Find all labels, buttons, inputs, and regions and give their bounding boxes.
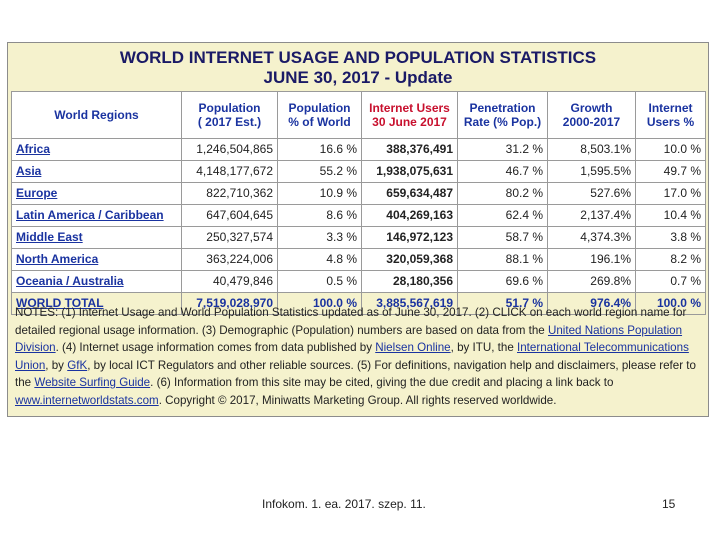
header-penetration: Penetration Rate (% Pop.) [457,91,548,139]
table-row: Middle East 250,327,574 3.3 % 146,972,123 58… [11,226,706,249]
cell-penetration: 51.7 % [457,292,548,315]
cell-population: 822,710,362 [181,182,278,205]
cell-region: North America [11,248,182,271]
cell-penetration: 62.4 % [457,204,548,227]
cell-population-pct: 100.0 % [277,292,362,315]
cell-population: 7,519,028,970 [181,292,278,315]
cell-growth: 1,595.5% [547,160,636,183]
nielsen-online-link[interactable]: Nielsen Online [375,341,451,354]
region-link[interactable]: Oceania / Australia [16,274,124,288]
cell-users-pct: 3.8 % [635,226,706,249]
cell-population: 647,604,645 [181,204,278,227]
cell-users-pct: 10.0 % [635,138,706,161]
header-world-regions: World Regions [11,91,182,139]
cell-region: Latin America / Caribbean [11,204,182,227]
cell-population: 363,224,006 [181,248,278,271]
cell-region: WORLD TOTAL [11,292,182,315]
cell-penetration: 69.6 % [457,270,548,293]
stats-panel: WORLD INTERNET USAGE AND POPULATION STAT… [7,42,709,417]
notes-paragraph: NOTES: (1) Internet Usage and World Popu… [15,306,696,407]
title-line-2: JUNE 30, 2017 - Update [263,68,453,87]
table-row: Europe 822,710,362 10.9 % 659,634,487 80.2 %… [11,182,706,205]
cell-population: 1,246,504,865 [181,138,278,161]
cell-population-pct: 16.6 % [277,138,362,161]
page-number: 15 [662,497,676,511]
region-link[interactable]: Europe [16,186,58,200]
header-population: Population( 2017 Est.) [181,91,278,139]
region-link[interactable]: Latin America / Caribbean [16,208,164,222]
header-population-pct: Population% of World [277,91,362,139]
cell-internet-users: 320,059,368 [361,248,458,271]
table-row: North America 363,224,006 4.8 % 320,059,368… [11,248,706,271]
cell-internet-users: 1,938,075,631 [361,160,458,183]
cell-penetration: 46.7 % [457,160,548,183]
region-link[interactable]: Middle East [16,230,83,244]
cell-internet-users: 404,269,163 [361,204,458,227]
cell-penetration: 88.1 % [457,248,548,271]
table-row: Asia 4,148,177,672 55.2 % 1,938,075,631 46.7… [11,160,706,183]
cell-population-pct: 8.6 % [277,204,362,227]
cell-internet-users: 28,180,356 [361,270,458,293]
cell-users-pct: 8.2 % [635,248,706,271]
cell-population: 250,327,574 [181,226,278,249]
cell-region: Africa [11,138,182,161]
cell-internet-users: 659,634,487 [361,182,458,205]
cell-region: Middle East [11,226,182,249]
cell-penetration: 31.2 % [457,138,548,161]
table-header-row: World Regions Population( 2017 Est.) Pop… [11,91,706,139]
cell-growth: 2,137.4% [547,204,636,227]
cell-region: Oceania / Australia [11,270,182,293]
footer-source: Infokom. 1. ea. 2017. szep. 11. [262,497,426,511]
cell-users-pct: 49.7 % [635,160,706,183]
un-population-link[interactable]: United Nations Population Division [15,323,683,355]
region-link[interactable]: WORLD TOTAL [16,296,104,310]
surfing-guide-link[interactable]: Website Surfing Guide [34,376,151,389]
cell-population-pct: 3.3 % [277,226,362,249]
header-internet-users: Internet Users 30 June 2017 [361,91,458,139]
header-users-pct: Internet Users % [635,91,706,139]
cell-internet-users: 146,972,123 [361,226,458,249]
stats-table: World Regions Population( 2017 Est.) Pop… [11,91,706,315]
region-link[interactable]: Africa [16,142,51,156]
cell-growth: 196.1% [547,248,636,271]
cell-population-pct: 4.8 % [277,248,362,271]
internetworldstats-link[interactable]: www.internetworldstats.com [15,393,159,407]
cell-growth: 976.4% [547,292,636,315]
cell-users-pct: 100.0 % [635,292,706,315]
cell-penetration: 80.2 % [457,182,548,205]
cell-penetration: 58.7 % [457,226,548,249]
cell-internet-users: 3,885,567,619 [361,292,458,315]
table-row: Africa 1,246,504,865 16.6 % 388,376,491 31.2… [11,138,706,161]
cell-growth: 269.8% [547,270,636,293]
cell-population-pct: 0.5 % [277,270,362,293]
cell-growth: 527.6% [547,182,636,205]
table-total-row: WORLD TOTAL 7,519,028,970 100.0 % 3,885,567… [11,292,706,315]
cell-users-pct: 10.4 % [635,204,706,227]
cell-population: 40,479,846 [181,270,278,293]
cell-growth: 8,503.1% [547,138,636,161]
cell-population-pct: 55.2 % [277,160,362,183]
page-title: WORLD INTERNET USAGE AND POPULATION STAT… [8,48,708,88]
cell-region: Asia [11,160,182,183]
cell-population-pct: 10.9 % [277,182,362,205]
cell-population: 4,148,177,672 [181,160,278,183]
table-row: Latin America / Caribbean 647,604,645 8.6 … [11,204,706,227]
cell-internet-users: 388,376,491 [361,138,458,161]
cell-users-pct: 17.0 % [635,182,706,205]
cell-growth: 4,374.3% [547,226,636,249]
gfk-link[interactable]: GfK [67,358,88,372]
region-link[interactable]: North America [16,252,99,266]
region-link[interactable]: Asia [16,164,42,178]
header-growth: Growth 2000-2017 [547,91,636,139]
table-row: Oceania / Australia 40,479,846 0.5 % 28,180… [11,270,706,293]
itu-link[interactable]: International Telecommunications Union [15,341,689,372]
title-line-1: WORLD INTERNET USAGE AND POPULATION STAT… [119,48,597,67]
cell-users-pct: 0.7 % [635,270,706,293]
cell-region: Europe [11,182,182,205]
